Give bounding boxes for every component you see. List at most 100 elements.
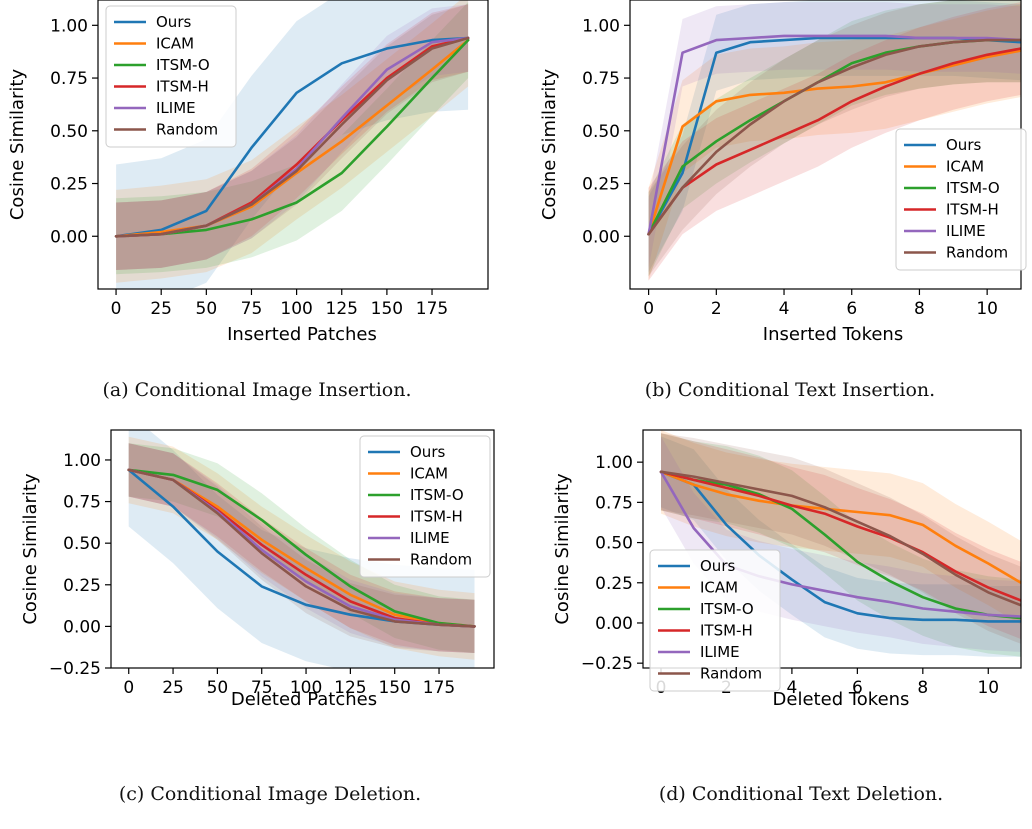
y-tick-label: 0.75 <box>595 493 633 513</box>
legend: Ours ICAM ITSM-O ITSM-H ILIME Random <box>649 549 781 692</box>
band-random <box>116 4 469 270</box>
y-tick-label: 0.75 <box>582 69 620 89</box>
x-axis-label: Deleted Tokens <box>773 689 910 710</box>
legend-label: ICAM <box>946 158 984 176</box>
x-tick-label: 175 <box>423 678 455 698</box>
legend-label: ITSM-H <box>410 508 463 526</box>
y-tick-label: 0.25 <box>595 574 633 594</box>
x-tick-label: 150 <box>378 678 410 698</box>
figure-caption: (a) Conditional Image Insertion. <box>102 379 411 401</box>
series-line-ilime <box>647 34 1021 236</box>
series-line-random <box>127 468 476 628</box>
legend: Ours ICAM ITSM-O ITSM-H ILIME Random <box>895 128 1027 271</box>
x-tick-label: 8 <box>914 299 925 319</box>
x-tick-label: 0 <box>111 299 122 319</box>
x-tick-label: 125 <box>326 299 358 319</box>
band-random <box>648 0 1021 277</box>
legend-label: ILIME <box>700 643 740 661</box>
y-tick-label: 0.00 <box>50 227 88 247</box>
axes-frame <box>97 0 489 290</box>
x-tick-label: 75 <box>251 678 273 698</box>
band-ours <box>116 0 469 289</box>
legend-label: ILIME <box>946 222 986 240</box>
y-tick-label: 0.50 <box>582 122 620 142</box>
series-line-ours <box>659 470 1021 623</box>
y-tick-label: 0.50 <box>63 534 101 554</box>
x-tick-label: 75 <box>241 299 263 319</box>
series-line-itsm-o <box>127 468 476 628</box>
legend-label: ITSM-O <box>410 486 464 504</box>
legend-label: Random <box>946 244 1008 262</box>
band-icam <box>661 430 1021 625</box>
x-tick-label: 50 <box>207 678 229 698</box>
figure-caption: (c) Conditional Image Deletion. <box>119 783 421 805</box>
band-ours <box>648 0 1021 273</box>
chart-panel-3: 0246810−0.250.000.250.500.751.00Deleted … <box>552 429 1022 805</box>
x-tick-label: 100 <box>290 678 322 698</box>
legend-label: ICAM <box>156 35 194 53</box>
y-axis-label: Cosine Similarity <box>539 69 560 221</box>
band-ours <box>661 436 1021 657</box>
legend-label: Ours <box>700 557 735 575</box>
x-tick-label: 175 <box>416 299 448 319</box>
y-tick-label: 1.00 <box>595 453 633 473</box>
legend-label: ITSM-O <box>700 600 754 618</box>
x-tick-label: 2 <box>711 299 722 319</box>
y-tick-label: 0.50 <box>595 534 633 554</box>
y-tick-label: 0.25 <box>50 175 88 195</box>
x-tick-label: 4 <box>786 678 797 698</box>
legend-label: Random <box>410 551 472 569</box>
series-line-icam <box>647 49 1021 236</box>
x-tick-label: 6 <box>846 299 857 319</box>
y-tick-label: 0.00 <box>63 617 101 637</box>
legend-label: ITSM-O <box>946 179 1000 197</box>
y-axis-label: Cosine Similarity <box>552 473 573 625</box>
x-axis-label: Inserted Tokens <box>763 324 903 345</box>
series-line-random <box>659 470 1021 607</box>
legend-label: Ours <box>946 136 981 154</box>
y-tick-label: 0.00 <box>595 614 633 634</box>
band-itsm-o <box>128 443 475 653</box>
legend-label: Random <box>156 121 218 139</box>
x-tick-label: 0 <box>123 678 134 698</box>
legend-label: Ours <box>156 13 191 31</box>
y-tick-label: −0.25 <box>581 654 633 674</box>
chart-panel-2: 0 25 50 75 100 125 150 175 −0.25 0.00 0.25 0.50 0.75… <box>20 429 495 805</box>
x-axis-label: Deleted Patches <box>231 689 377 710</box>
series-line-icam <box>114 38 470 238</box>
y-tick-label: 0.00 <box>582 227 620 247</box>
y-tick-label: 0.25 <box>582 175 620 195</box>
legend-box <box>649 549 781 692</box>
legend-label: Random <box>700 665 762 683</box>
x-tick-label: 125 <box>334 678 366 698</box>
y-axis-label: Cosine Similarity <box>20 473 41 625</box>
x-tick-label: 8 <box>917 678 928 698</box>
band-ilime <box>128 443 475 653</box>
y-tick-label: 1.00 <box>582 16 620 36</box>
x-tick-label: 6 <box>852 678 863 698</box>
series-line-itsm-h <box>659 470 1021 602</box>
band-itsm-o <box>116 2 469 275</box>
chart-panel-0: 0 25 50 75 100 125 150 175 0.00 0.25 0.50 0.75 1.00 I… <box>7 0 489 401</box>
legend-label: ICAM <box>700 579 738 597</box>
band-itsm-h <box>128 443 475 653</box>
axes-frame <box>110 429 495 669</box>
band-icam <box>128 436 475 660</box>
chart-panel-1: 0 2 4 6 8 10 0.00 0.25 0.50 0.75 1.00 Inserted Toke… <box>539 0 1027 401</box>
x-tick-label: 10 <box>976 299 998 319</box>
band-random <box>661 433 1021 644</box>
legend-box <box>895 128 1027 271</box>
figure-caption: (b) Conditional Text Insertion. <box>645 379 935 401</box>
y-tick-label: −0.25 <box>49 659 101 679</box>
series-line-itsm-o <box>114 38 470 238</box>
x-tick-label: 100 <box>280 299 312 319</box>
legend-label: ITSM-H <box>156 78 209 96</box>
x-tick-label: 4 <box>779 299 790 319</box>
band-itsm-h <box>116 4 469 270</box>
series-line-random <box>647 38 1021 236</box>
x-tick-label: 50 <box>196 299 218 319</box>
y-tick-label: 0.50 <box>50 122 88 142</box>
legend-label: ITSM-H <box>946 201 999 219</box>
x-tick-label: 25 <box>150 299 172 319</box>
